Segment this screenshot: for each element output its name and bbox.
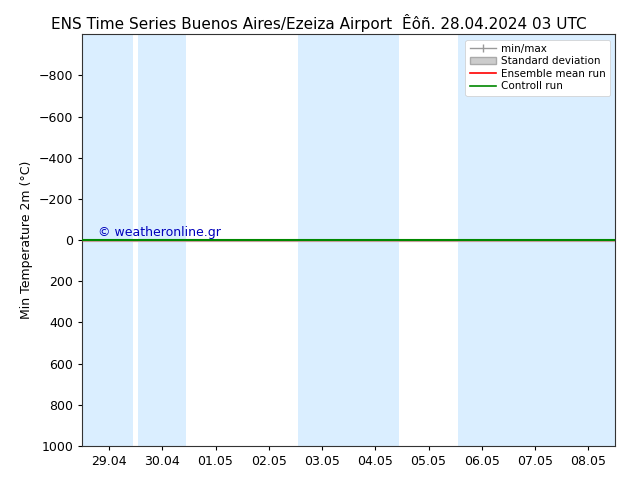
Bar [82, 34, 133, 446]
Legend: min/max, Standard deviation, Ensemble mean run, Controll run: min/max, Standard deviation, Ensemble me… [465, 40, 610, 96]
Bar [298, 34, 399, 446]
Bar [138, 34, 186, 446]
Text: Êôñ. 28.04.2024 03 UTC: Êôñ. 28.04.2024 03 UTC [402, 17, 587, 32]
Bar [458, 34, 615, 446]
Y-axis label: Min Temperature 2m (°C): Min Temperature 2m (°C) [20, 161, 34, 319]
Text: © weatheronline.gr: © weatheronline.gr [98, 226, 221, 239]
Text: ENS Time Series Buenos Aires/Ezeiza Airport: ENS Time Series Buenos Aires/Ezeiza Airp… [51, 17, 392, 32]
